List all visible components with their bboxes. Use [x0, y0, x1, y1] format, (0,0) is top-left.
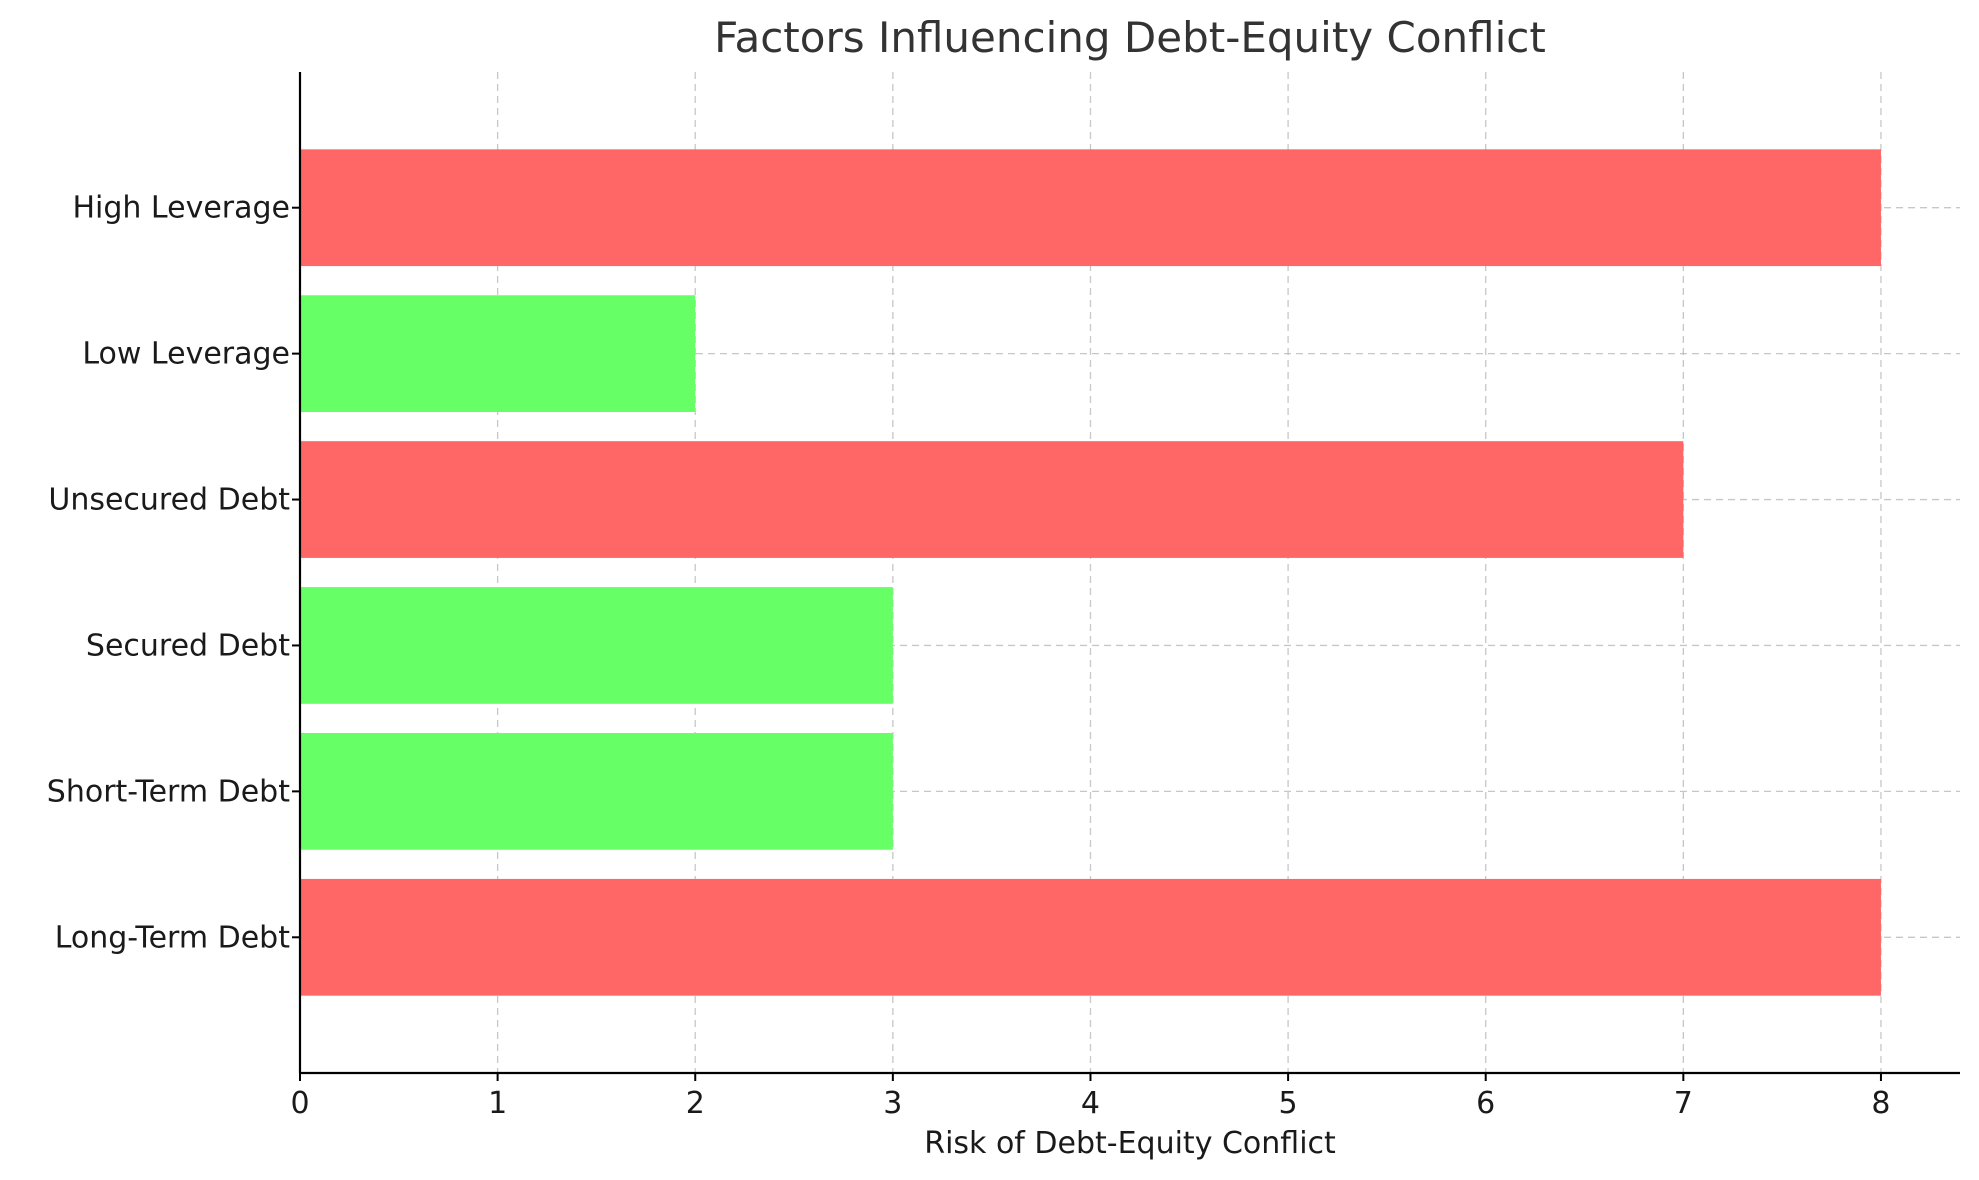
bar-unsecured-debt [300, 441, 1684, 558]
y-tick-label-low-leverage: Low Leverage [82, 337, 290, 372]
x-axis-ticks: 0 1 2 3 4 5 6 7 8 [290, 1073, 1890, 1121]
x-tick-label-2: 2 [686, 1086, 705, 1121]
x-axis-title: Risk of Debt-Equity Conflict [924, 1126, 1336, 1161]
x-tick-label-6: 6 [1476, 1086, 1495, 1121]
bar-low-leverage [300, 295, 696, 412]
chart-title: Factors Influencing Debt-Equity Conflict [714, 13, 1546, 62]
x-tick-label-3: 3 [883, 1086, 902, 1121]
x-tick-label-8: 8 [1871, 1086, 1890, 1121]
y-tick-label-secured-debt: Secured Debt [86, 628, 290, 663]
bar-high-leverage [300, 149, 1881, 267]
bar-secured-debt [300, 587, 893, 704]
y-tick-label-short-term-debt: Short-Term Debt [47, 774, 290, 809]
x-tick-label-1: 1 [488, 1086, 507, 1121]
bar-long-term-debt [300, 878, 1881, 996]
x-tick-label-4: 4 [1081, 1086, 1100, 1121]
y-tick-label-long-term-debt: Long-Term Debt [55, 920, 291, 955]
x-tick-label-5: 5 [1279, 1086, 1298, 1121]
x-tick-label-7: 7 [1674, 1086, 1693, 1121]
y-axis-ticks: Long-Term Debt Short-Term Debt Secured Deb… [47, 191, 300, 955]
y-tick-label-unsecured-debt: Unsecured Debt [48, 483, 290, 518]
x-tick-label-0: 0 [290, 1086, 309, 1121]
bar-short-term-debt [300, 733, 893, 850]
bars [300, 149, 1881, 996]
y-tick-label-high-leverage: High Leverage [72, 191, 290, 226]
